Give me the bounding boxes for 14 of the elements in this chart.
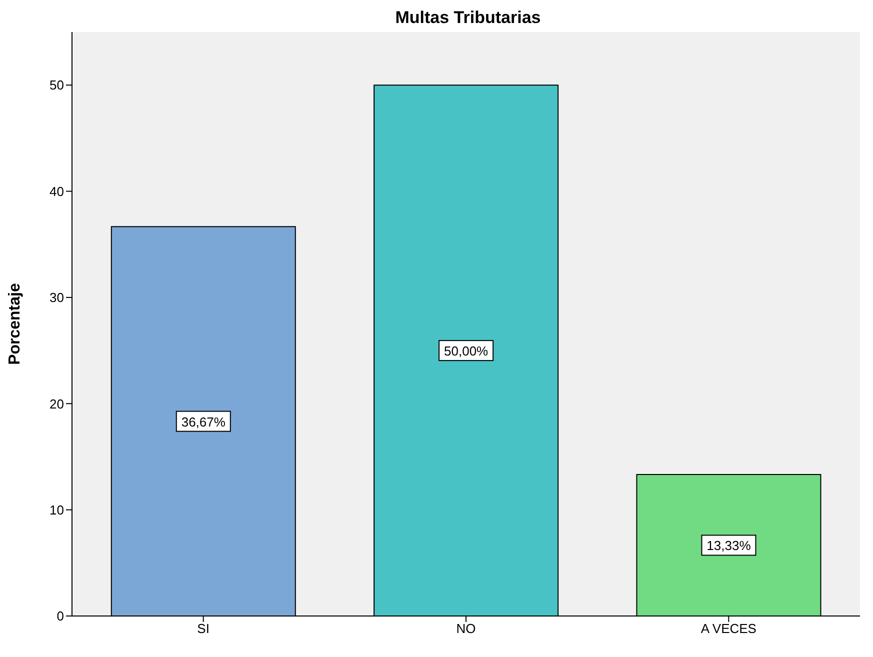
y-tick-label: 20	[50, 396, 64, 412]
data-label: 36,67%	[181, 414, 226, 430]
y-tick-label: 10	[50, 502, 64, 518]
data-label: 13,33%	[706, 538, 752, 554]
y-axis-title: Porcentaje	[6, 282, 24, 365]
chart-title: Multas Tributarias	[394, 8, 542, 29]
y-tick-label: 50	[50, 78, 64, 93]
x-tick-label: NO	[456, 621, 476, 636]
y-tick-label: 30	[50, 290, 64, 306]
x-tick-label: A VECES	[700, 621, 757, 636]
y-tick-label: 40	[50, 184, 64, 199]
y-tick-label: 0	[56, 608, 64, 624]
data-label: 50,00%	[444, 344, 489, 359]
x-tick-label: SI	[197, 621, 210, 636]
